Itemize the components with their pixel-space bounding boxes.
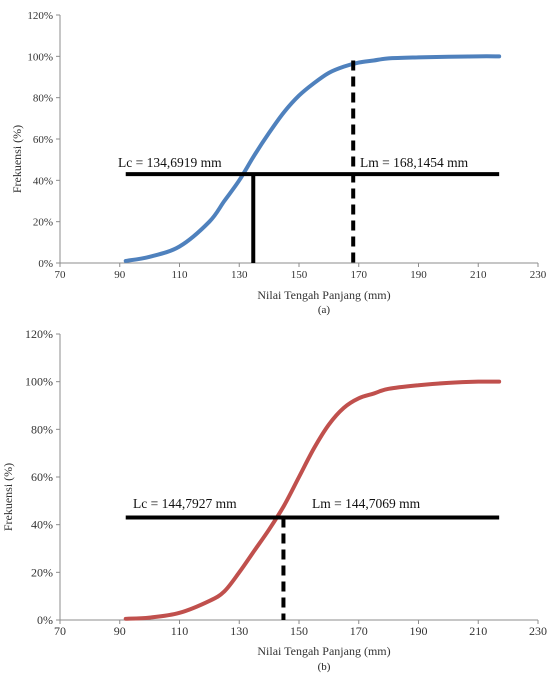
chart-a-y-axis-title: Frekuensi (%) [10, 125, 24, 193]
chart-b-x-tick-6: 190 [410, 624, 428, 638]
chart-b-series-line-0 [123, 379, 502, 621]
chart-b-x-tick-7: 210 [469, 624, 487, 638]
chart-a-y-tick-2: 40% [33, 175, 53, 187]
chart-a-x-tick-6: 190 [410, 269, 427, 281]
chart-b-y-tick-1: 20% [31, 565, 53, 579]
chart-b-y-tick-2: 40% [31, 518, 53, 532]
chart-a-lm-label: Lm = 168,1454 mm [360, 155, 469, 170]
chart-a-lc-label: Lc = 134,6919 mm [118, 155, 222, 170]
chart-a-x-tick-5: 170 [351, 269, 368, 281]
chart-b-lc-label: Lc = 144,7927 mm [133, 496, 237, 511]
chart-a: 0% 20% 40% 60% 80% 100% 120% 70 90 110 1… [10, 10, 547, 316]
chart-b-x-tick-2: 110 [171, 624, 189, 638]
chart-a-x-tick-3: 130 [231, 269, 248, 281]
chart-b-y-tick-4: 80% [31, 422, 53, 436]
chart-b-y-tick-5: 100% [25, 375, 53, 389]
chart-b-lm-label: Lm = 144,7069 mm [312, 496, 421, 511]
chart-b-y-tick-0: 0% [37, 613, 53, 627]
chart-a-y-tick-6: 120% [27, 10, 53, 22]
chart-a-y-tick-3: 60% [33, 134, 53, 146]
chart-a-y-tick-4: 80% [33, 93, 53, 105]
chart-b-x-tick-4: 150 [290, 624, 308, 638]
chart-a-y-tick-5: 100% [27, 51, 53, 63]
chart-b-x-tick-3: 130 [230, 624, 248, 638]
chart-b-y-tick-6: 120% [25, 327, 53, 341]
chart-a-x-tick-2: 110 [171, 269, 188, 281]
chart-a-y-tick-0: 0% [38, 258, 53, 270]
chart-b-y-tick-3: 60% [31, 470, 53, 484]
chart-b-x-axis-title: Nilai Tengah Panjang (mm) [257, 644, 390, 658]
chart-a-x-tick-8: 230 [530, 269, 547, 281]
chart-a-x-tick-0: 70 [55, 269, 67, 281]
chart-b-x-tick-1: 90 [114, 624, 126, 638]
chart-b-x-ticks: 70 90 110 130 150 170 190 210 230 [54, 624, 547, 638]
chart-a-caption: (a) [318, 304, 331, 316]
chart-b-y-axis-title: Frekuensi (%) [1, 463, 15, 531]
chart-a-x-ticks: 70 90 110 130 150 170 190 210 230 [55, 269, 547, 281]
chart-b-y-ticks: 0% 20% 40% 60% 80% 100% 120% [25, 327, 53, 627]
chart-b: 0% 20% 40% 60% 80% 100% 120% 70 90 110 1… [1, 327, 547, 673]
chart-b-caption: (b) [318, 661, 331, 673]
chart-a-x-tick-4: 150 [291, 269, 308, 281]
chart-b-x-tick-5: 170 [350, 624, 368, 638]
chart-b-x-tick-0: 70 [54, 624, 66, 638]
chart-b-x-tick-8: 230 [529, 624, 547, 638]
chart-a-x-axis-title: Nilai Tengah Panjang (mm) [257, 288, 390, 302]
chart-a-x-tick-1: 90 [114, 269, 126, 281]
chart-a-y-ticks: 0% 20% 40% 60% 80% 100% 120% [27, 10, 53, 270]
chart-a-x-tick-7: 210 [470, 269, 487, 281]
chart-a-series-line-0 [123, 54, 502, 263]
chart-a-y-tick-1: 20% [33, 217, 53, 229]
